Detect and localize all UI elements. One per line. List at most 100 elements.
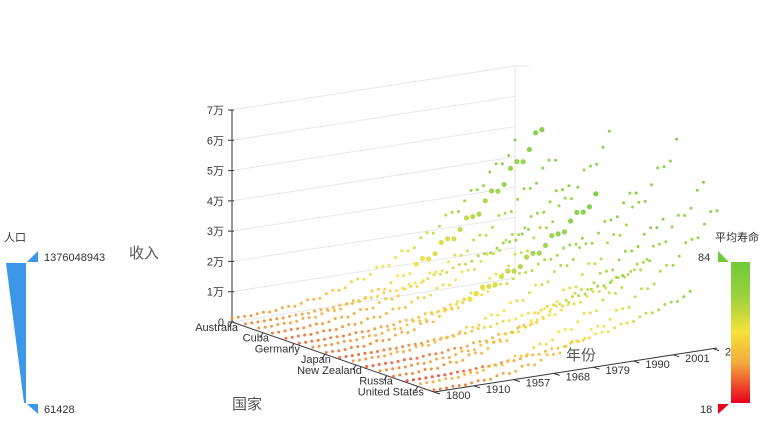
data-point [536, 311, 540, 315]
data-point [564, 298, 568, 302]
data-point [475, 188, 479, 192]
data-point [346, 315, 350, 319]
data-point [601, 298, 605, 302]
x-tick-label: 1957 [526, 378, 550, 390]
data-point [539, 358, 543, 362]
data-point [417, 370, 421, 374]
data-point [476, 379, 480, 383]
data-point [432, 273, 436, 277]
data-point [362, 277, 366, 281]
data-point [606, 330, 610, 334]
population-min-handle[interactable] [27, 404, 38, 414]
data-point [463, 215, 470, 221]
data-point [471, 325, 475, 329]
data-point [387, 263, 391, 267]
life-max-handle[interactable] [718, 251, 729, 262]
data-point [392, 374, 396, 378]
data-point [570, 295, 574, 299]
data-point [326, 309, 330, 312]
data-point [418, 377, 422, 381]
data-point [407, 282, 411, 286]
data-point [551, 338, 555, 342]
data-point [519, 354, 523, 358]
data-point [596, 324, 599, 328]
data-point [554, 189, 558, 193]
y-tick-label: Germany [255, 343, 301, 355]
data-point [501, 181, 507, 188]
y-tick-label: Cuba [243, 333, 270, 345]
data-point [605, 269, 608, 273]
data-point [306, 311, 310, 315]
data-point [390, 361, 394, 365]
data-point [447, 260, 450, 264]
data-point [340, 315, 344, 319]
data-point [633, 295, 637, 299]
data-point [370, 356, 374, 359]
data-point [422, 296, 426, 300]
data-point [470, 214, 476, 220]
data-point [358, 299, 362, 303]
data-point [308, 324, 312, 328]
data-point [431, 320, 435, 324]
data-point [567, 184, 571, 188]
grid-line [231, 126, 516, 172]
data-point [628, 191, 632, 195]
data-point [543, 349, 547, 353]
data-point [376, 287, 380, 291]
data-point [490, 336, 494, 340]
data-point [570, 197, 573, 201]
life-expectancy-visual-map[interactable]: 平均寿命 84 18 [698, 230, 759, 416]
z-axis-name: 收入 [129, 244, 159, 262]
data-point [623, 275, 626, 279]
data-point [454, 278, 458, 282]
data-point [621, 307, 625, 311]
data-point [533, 130, 539, 136]
data-point [463, 199, 467, 203]
data-point [438, 314, 441, 318]
data-point [517, 264, 523, 270]
data-point [284, 336, 288, 340]
data-point [377, 301, 381, 304]
data-point [351, 299, 355, 303]
data-point [384, 361, 387, 365]
data-point [306, 298, 309, 302]
data-point [558, 302, 562, 306]
population-visual-map[interactable]: 人口 1376048943 61428 [4, 231, 105, 416]
x-tick-label: 1968 [566, 371, 590, 383]
data-point [535, 320, 538, 324]
data-point [511, 331, 515, 335]
data-point [520, 364, 524, 368]
data-point [371, 364, 375, 368]
data-point [402, 358, 406, 362]
data-point [365, 365, 369, 368]
data-point [612, 233, 616, 236]
data-point [296, 334, 300, 338]
data-point [531, 353, 535, 357]
x-tick [633, 360, 640, 364]
data-point [349, 339, 352, 343]
data-point [690, 237, 694, 241]
data-point [542, 210, 546, 214]
data-point [312, 297, 316, 301]
population-max-handle[interactable] [27, 251, 38, 262]
data-point [438, 239, 444, 246]
y-tick-label: Australia [195, 322, 239, 334]
data-point [543, 258, 547, 262]
population-min-label: 61428 [44, 404, 75, 416]
data-point [580, 236, 584, 240]
data-point [459, 346, 463, 350]
data-point [530, 250, 536, 256]
data-point [481, 368, 485, 372]
data-point [528, 186, 532, 190]
data-point [602, 324, 606, 328]
data-point [475, 371, 479, 375]
data-point [348, 333, 352, 336]
life-min-handle[interactable] [718, 404, 729, 414]
z-tick-label: 6万 [207, 135, 224, 147]
life-gradient-bar [731, 262, 750, 403]
data-point [589, 287, 593, 291]
data-point [324, 292, 328, 296]
data-point [443, 373, 447, 377]
data-point [630, 249, 634, 253]
data-point [577, 340, 581, 344]
